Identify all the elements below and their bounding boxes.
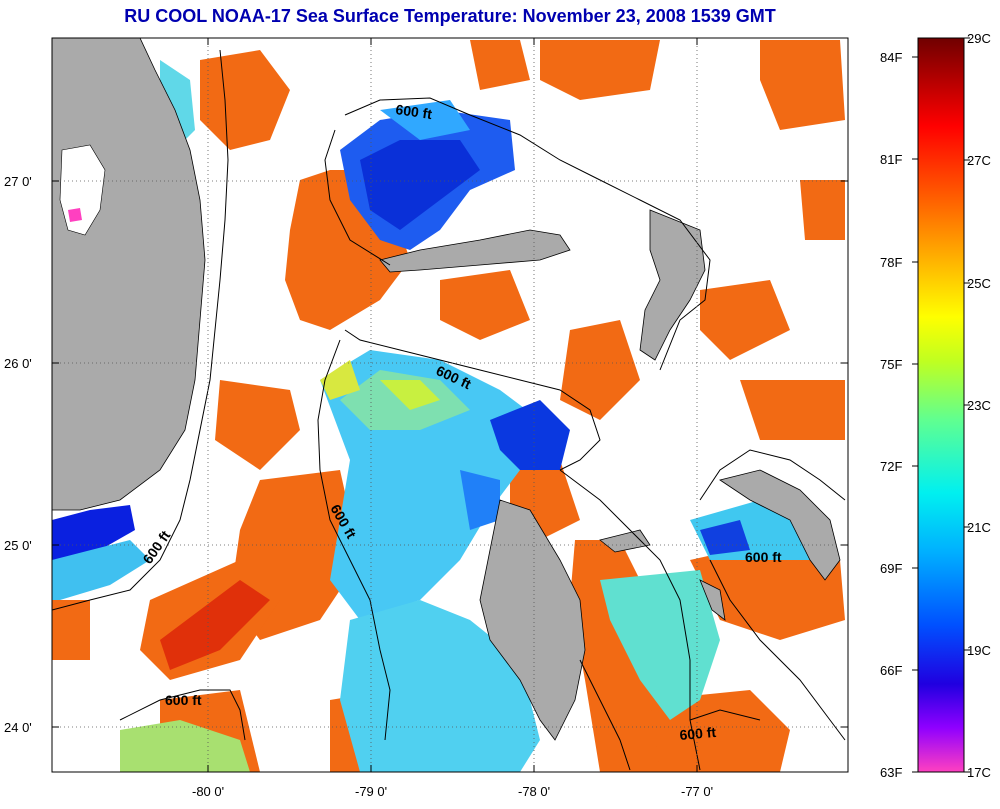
colorbar-f-label: 84F bbox=[880, 50, 902, 65]
colorbar bbox=[917, 37, 965, 773]
contour-label-southwest: 600 ft bbox=[165, 692, 202, 708]
cool-water-florida-coast bbox=[52, 540, 150, 600]
cool-water-little-bahama-bank bbox=[340, 100, 515, 250]
plot-frame bbox=[51, 37, 849, 773]
colorbar-f-label: 75F bbox=[880, 357, 902, 372]
lat-tick-label: 24 0' bbox=[4, 720, 32, 735]
colorbar-c-label: 17C bbox=[967, 765, 991, 780]
cool-core-eleuthera bbox=[700, 520, 750, 555]
contour-label-southeast: 600 ft bbox=[679, 724, 717, 743]
lon-tick-label: -77 0' bbox=[681, 784, 713, 799]
colorbar-f-label: 66F bbox=[880, 663, 902, 678]
colorbar-f-label: 69F bbox=[880, 561, 902, 576]
sst-field: 600 ft 600 ft 600 ft 600 ft 600 ft 600 f… bbox=[52, 38, 846, 772]
contour-label-north: 600 ft bbox=[395, 101, 434, 122]
graticule bbox=[52, 38, 848, 772]
lat-tick-label: 26 0' bbox=[4, 356, 32, 371]
tick-marks bbox=[52, 38, 848, 772]
colorbar-c-label: 25C bbox=[967, 276, 991, 291]
lon-tick-label: -80 0' bbox=[192, 784, 224, 799]
lake-okeechobee-sst bbox=[68, 208, 82, 222]
lat-tick-label: 27 0' bbox=[4, 174, 32, 189]
cool-water-great-bahama-bank bbox=[320, 350, 570, 620]
cool-water-southwest bbox=[120, 720, 250, 772]
colorbar-c-label: 19C bbox=[967, 643, 991, 658]
colorbar-ticks bbox=[912, 37, 970, 773]
colorbar-c-label: 23C bbox=[967, 398, 991, 413]
contour-label-east: 600 ft bbox=[745, 549, 782, 565]
colorbar-f-label: 63F bbox=[880, 765, 902, 780]
lat-tick-label: 25 0' bbox=[4, 538, 32, 553]
colorbar-c-label: 27C bbox=[967, 153, 991, 168]
lon-tick-label: -79 0' bbox=[355, 784, 387, 799]
lon-tick-label: -78 0' bbox=[518, 784, 550, 799]
colorbar-f-label: 81F bbox=[880, 152, 902, 167]
colorbar-f-label: 72F bbox=[880, 459, 902, 474]
map-title: RU COOL NOAA-17 Sea Surface Temperature:… bbox=[124, 6, 776, 26]
colorbar-c-label: 21C bbox=[967, 520, 991, 535]
colorbar-f-label: 78F bbox=[880, 255, 902, 270]
colorbar-c-label: 29C bbox=[967, 31, 991, 46]
cool-water-south bbox=[340, 600, 540, 772]
contour-600ft bbox=[52, 49, 846, 771]
warm-streak bbox=[160, 580, 270, 670]
